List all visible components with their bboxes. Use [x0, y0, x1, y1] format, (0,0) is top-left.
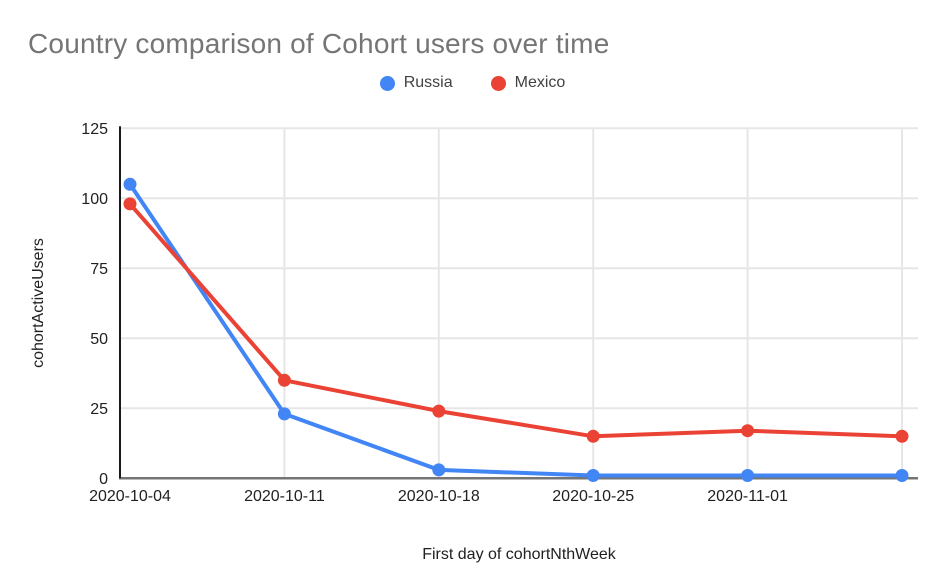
y-tick-label: 125: [81, 121, 108, 138]
y-tick-label: 50: [90, 331, 108, 348]
legend-item-russia[interactable]: Russia: [379, 74, 453, 92]
data-point-mexico[interactable]: [123, 197, 137, 211]
chart-title: Country comparison of Cohort users over …: [28, 28, 610, 59]
data-point-russia[interactable]: [432, 463, 446, 477]
data-point-mexico[interactable]: [277, 373, 291, 387]
legend-marker-russia: [379, 75, 395, 91]
legend-label-mexico: Mexico: [514, 74, 566, 91]
legend-label-russia: Russia: [403, 74, 453, 91]
x-tick-label: 2020-11-01: [707, 488, 788, 505]
data-point-russia[interactable]: [123, 177, 137, 191]
series-line-russia: [128, 182, 904, 478]
x-tick-label: 2020-10-25: [552, 488, 634, 505]
x-tick-label: 2020-10-04: [89, 488, 171, 505]
y-tick-label: 100: [81, 191, 108, 208]
data-point-mexico[interactable]: [895, 429, 909, 443]
series-line-mexico: [128, 201, 904, 439]
data-point-mexico[interactable]: [432, 404, 446, 418]
y-tick-label: 75: [90, 261, 108, 278]
data-point-russia[interactable]: [895, 469, 909, 482]
legend-marker-mexico: [490, 75, 506, 91]
data-point-russia[interactable]: [741, 469, 755, 482]
x-axis-title: First day of cohortNthWeek: [422, 546, 616, 563]
data-point-russia[interactable]: [586, 469, 600, 482]
data-point-russia[interactable]: [277, 407, 291, 421]
legend-item-mexico[interactable]: Mexico: [490, 74, 566, 92]
x-tick-label: 2020-10-18: [398, 488, 480, 505]
x-tick-label: 2020-10-11: [244, 488, 325, 505]
y-tick-label: 0: [99, 471, 108, 488]
y-axis-title: cohortActiveUsers: [30, 238, 47, 368]
legend: Russia Mexico: [0, 74, 945, 92]
data-point-mexico[interactable]: [586, 429, 600, 443]
data-point-mexico[interactable]: [741, 424, 755, 438]
y-tick-label: 25: [90, 401, 108, 418]
